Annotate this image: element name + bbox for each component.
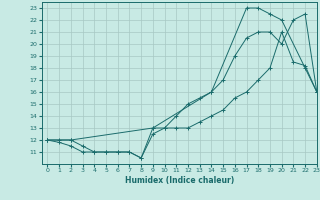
X-axis label: Humidex (Indice chaleur): Humidex (Indice chaleur): [124, 176, 234, 185]
